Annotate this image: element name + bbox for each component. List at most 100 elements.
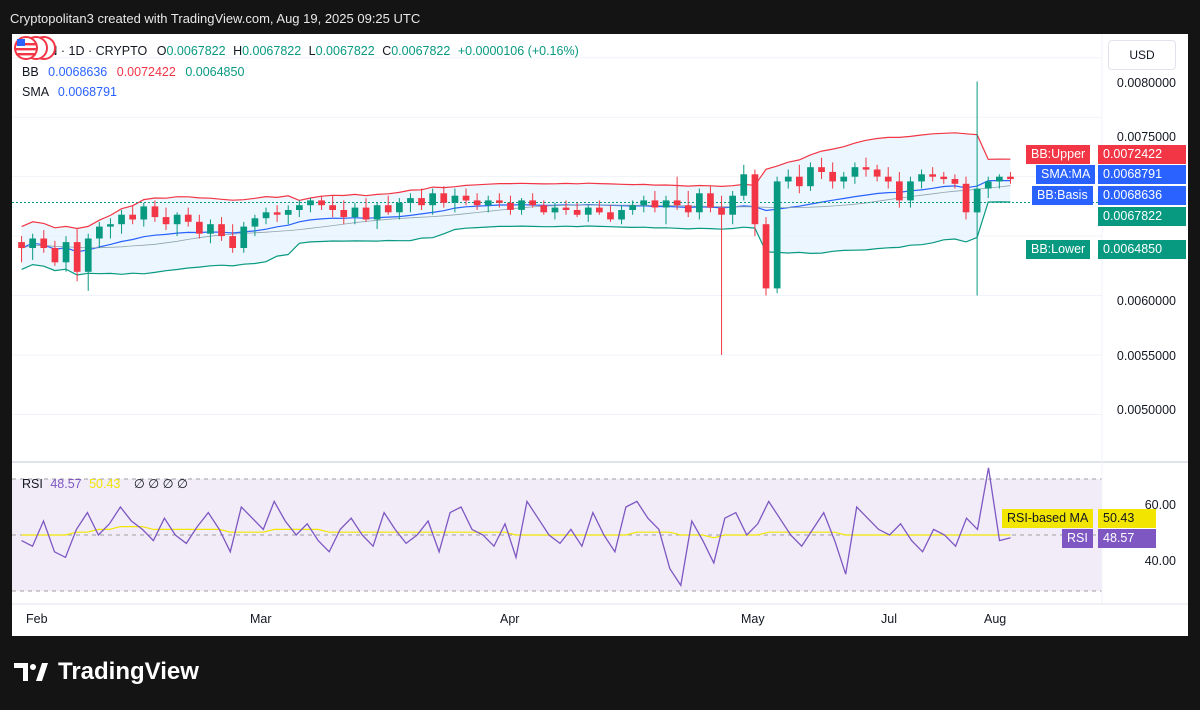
candle-body	[884, 176, 892, 182]
tradingview-footer[interactable]: TradingView	[14, 658, 199, 686]
candle-body	[84, 238, 92, 272]
candles-group	[18, 81, 1014, 355]
candle-body	[251, 218, 259, 227]
candle-body	[218, 224, 225, 237]
candle-body	[384, 205, 392, 213]
candle-body	[562, 207, 570, 210]
candle-body	[829, 171, 836, 182]
sma-tag-value: 0.0068791	[1098, 165, 1186, 184]
candle-body	[118, 214, 125, 225]
candle-body	[407, 198, 414, 203]
sma-label: SMA	[22, 85, 49, 99]
bb-label: BB	[22, 65, 39, 79]
candle-body	[729, 195, 736, 215]
candle-body	[740, 174, 748, 196]
candle-body	[907, 181, 914, 201]
candle-body	[129, 214, 136, 220]
candle-body	[662, 200, 670, 208]
bb-upper-tag-label: BB:Upper	[1026, 145, 1091, 164]
bb-lower-tag-label: BB:Lower	[1026, 240, 1091, 259]
symbol-legend[interactable]: GYEN · 1D · CRYPTO O0.0067822 H0.0067822…	[22, 44, 579, 58]
candle-body	[451, 195, 459, 203]
rsi-legend[interactable]: RSI 48.57 50.43 ∅ ∅ ∅ ∅	[22, 476, 188, 491]
candle-body	[518, 200, 525, 210]
candle-body	[873, 169, 881, 177]
candle-body	[484, 200, 492, 206]
sma-line	[21, 185, 1011, 249]
close-label: C	[382, 44, 392, 58]
candle-body	[229, 236, 236, 248]
candle-body	[807, 167, 814, 187]
candle-body	[896, 181, 903, 201]
sma-tag-label: SMA:MA	[1036, 165, 1096, 184]
sma-legend[interactable]: SMA 0.0068791	[22, 85, 117, 99]
candle-body	[340, 210, 348, 218]
candle-body	[973, 188, 981, 213]
change-value: +0.0000106 (+0.16%)	[457, 44, 579, 58]
events-flags-icon[interactable]	[12, 34, 60, 62]
candle-body	[29, 238, 36, 248]
bollinger-basis-line	[21, 179, 1011, 253]
bollinger-lower-line	[21, 201, 1011, 276]
price-tick: 0.0080000	[1116, 76, 1176, 90]
x-axis-label: Apr	[500, 612, 520, 626]
candle-body	[196, 221, 203, 234]
candle-body	[51, 248, 59, 263]
candle-body	[318, 200, 325, 206]
x-axis-label: May	[741, 612, 765, 626]
candle-body	[951, 179, 959, 184]
candle-body	[373, 205, 381, 220]
candle-body	[984, 181, 992, 189]
candle-body	[651, 200, 659, 208]
rsi-legend-value: 48.57	[50, 477, 82, 491]
candle-body	[918, 174, 925, 182]
candle-body	[996, 176, 1003, 182]
price-chart-svg[interactable]	[12, 34, 1188, 636]
candle-body	[851, 167, 859, 177]
candle-body	[429, 193, 436, 206]
candle-body	[551, 207, 559, 213]
candle-body	[107, 224, 114, 227]
bb-basis-tag-value: 0.0068636	[1098, 186, 1186, 205]
rsi-tag-label: RSI	[1062, 529, 1093, 548]
candle-body	[618, 210, 625, 220]
brand-name: TradingView	[58, 658, 199, 685]
candle-body	[596, 207, 603, 213]
rsi-ma-tag-value: 50.43	[1098, 509, 1156, 528]
sma-value: 0.0068791	[57, 85, 117, 99]
chart-header: Cryptopolitan3 created with TradingView.…	[10, 11, 421, 26]
open-label: O	[156, 44, 167, 58]
candle-body	[1007, 176, 1014, 180]
bb-legend[interactable]: BB 0.0068636 0.0072422 0.0064850	[22, 65, 244, 79]
chart-panel[interactable]: GYEN · 1D · CRYPTO O0.0067822 H0.0067822…	[12, 34, 1188, 636]
candle-body	[751, 174, 759, 225]
candle-body	[862, 167, 870, 170]
last-price-tag: 0.0067822	[1098, 207, 1186, 226]
open-value: 0.0067822	[166, 44, 226, 58]
candle-body	[929, 174, 936, 177]
candle-body	[140, 206, 148, 220]
bollinger-band-fill	[21, 132, 1011, 275]
high-label: H	[233, 44, 243, 58]
candle-body	[173, 214, 181, 225]
bollinger-upper-line	[21, 132, 1011, 230]
candle-body	[418, 198, 425, 206]
bb-lower-tag-value: 0.0064850	[1098, 240, 1186, 259]
candle-body	[762, 224, 770, 289]
candle-body	[62, 242, 70, 263]
price-tick: 0.0075000	[1116, 130, 1176, 144]
candle-body	[707, 193, 714, 208]
rsi-ma-legend-value: 50.43	[89, 477, 121, 491]
currency-button[interactable]: USD	[1108, 40, 1176, 70]
bb-upper-value: 0.0072422	[116, 65, 176, 79]
candle-body	[351, 207, 359, 218]
candle-body	[396, 202, 403, 213]
candle-body	[262, 212, 270, 219]
candle-body	[840, 176, 848, 182]
candle-body	[962, 183, 970, 213]
candle-body	[284, 210, 292, 215]
candle-body	[507, 202, 514, 210]
candle-body	[773, 181, 781, 289]
candle-body	[640, 200, 648, 206]
candle-body	[673, 200, 681, 206]
